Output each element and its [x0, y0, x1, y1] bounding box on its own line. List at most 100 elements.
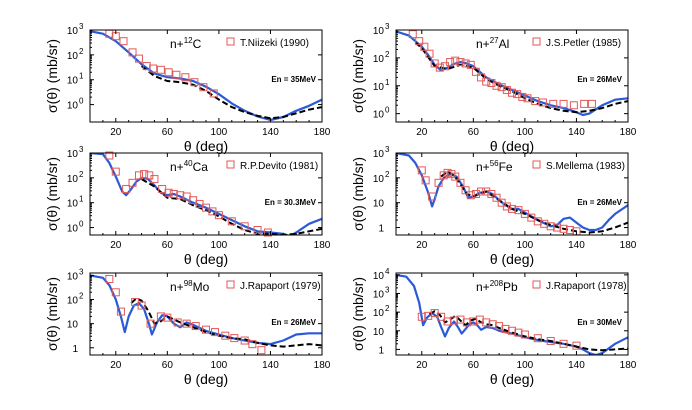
x-axis-label: θ (deg) [184, 138, 228, 154]
data-point [430, 59, 439, 68]
data-point [140, 170, 149, 179]
x-tick-label: 60 [162, 127, 174, 138]
data-point [182, 319, 191, 328]
legend-marker [226, 37, 235, 46]
data-point [111, 288, 120, 297]
data-point [540, 219, 549, 228]
y-tick-label: 10 [67, 174, 79, 185]
x-tick-label: 20 [110, 127, 122, 138]
data-point [531, 97, 540, 106]
data-point [128, 48, 137, 57]
data-point [501, 324, 510, 333]
data-point [533, 217, 542, 226]
data-point [482, 187, 491, 196]
y-tick-label: 10 [67, 76, 79, 87]
data-point [482, 318, 491, 327]
x-tick-label: 100 [211, 127, 228, 138]
data-point [156, 65, 165, 74]
x-axis-label: θ (deg) [184, 251, 228, 267]
x-tick-label: 20 [416, 240, 428, 251]
data-point [230, 334, 239, 343]
data-point [240, 222, 249, 231]
y-tick-label: 10 [373, 199, 385, 210]
legend-marker [532, 37, 541, 46]
data-point [146, 319, 155, 328]
data-point [492, 193, 501, 202]
data-point [508, 204, 516, 213]
data-point [164, 68, 173, 77]
data-point [263, 228, 272, 237]
data-point [227, 217, 236, 226]
data-point [128, 178, 137, 187]
data-point [587, 99, 596, 108]
y-axis-label: σ(θ) (mb/sr) [350, 277, 366, 351]
data-point [513, 90, 522, 99]
legend-label: J.S.Petler (1985) [546, 38, 621, 49]
x-tick-label: 100 [517, 127, 534, 138]
energy-label: En = 26MeV [577, 198, 622, 207]
data-point [257, 346, 266, 355]
reaction-label: n+27Al [476, 36, 509, 51]
data-point [240, 336, 249, 345]
reaction-label: n+12C [170, 36, 202, 51]
data-point [549, 99, 558, 108]
y-tick-exponent: 2 [79, 292, 84, 301]
data-points [105, 275, 266, 355]
data-point [533, 334, 542, 343]
x-tick-label: 20 [110, 240, 122, 251]
data-point [461, 186, 470, 195]
x-tick-label: 100 [211, 360, 228, 371]
data-point [437, 312, 446, 321]
x-tick-label: 180 [314, 127, 331, 138]
legend-label: T.Niizeki (1990) [240, 38, 309, 49]
data-point [487, 78, 496, 87]
x-tick-label: 20 [416, 360, 428, 371]
data-points [417, 309, 581, 350]
y-tick-label: 10 [373, 271, 385, 282]
data-point [173, 318, 182, 327]
y-tick-label: 10 [373, 290, 385, 301]
y-tick-exponent: 3 [385, 145, 390, 154]
y-axis-label: σ(θ) (mb/sr) [350, 39, 366, 113]
x-tick-label: 180 [620, 360, 637, 371]
data-point [477, 187, 486, 196]
data-point [456, 178, 465, 187]
y-tick-label: 10 [373, 308, 385, 319]
y-axis-label: σ(θ) (mb/sr) [44, 277, 60, 351]
data-point [466, 60, 475, 69]
x-tick-label: 60 [162, 240, 174, 251]
data-point [435, 63, 444, 72]
data-point [105, 275, 114, 284]
data-point [497, 83, 506, 92]
data-point [566, 226, 574, 235]
data-point [475, 315, 484, 324]
data-point [424, 311, 433, 320]
x-tick-label: 100 [517, 240, 534, 251]
data-point [538, 98, 547, 107]
data-point [156, 312, 165, 321]
data-point [428, 192, 437, 201]
data-points [408, 30, 596, 110]
data-point [502, 85, 511, 94]
y-tick-label: 1 [378, 345, 384, 356]
data-point [116, 307, 125, 316]
x-tick-label: 140 [568, 360, 585, 371]
y-tick-label: 10 [67, 101, 79, 112]
data-point [415, 37, 424, 46]
data-point [119, 37, 128, 46]
x-tick-label: 180 [620, 127, 637, 138]
y-tick-label: 10 [67, 296, 79, 307]
dashed-curve [414, 41, 628, 114]
data-point [450, 316, 458, 325]
data-point [425, 49, 434, 58]
x-tick-label: 140 [568, 240, 585, 251]
legend-marker [532, 160, 541, 169]
data-point [559, 224, 568, 233]
data-point [518, 92, 527, 101]
x-axis-label: θ (deg) [490, 138, 534, 154]
data-point [111, 167, 120, 176]
